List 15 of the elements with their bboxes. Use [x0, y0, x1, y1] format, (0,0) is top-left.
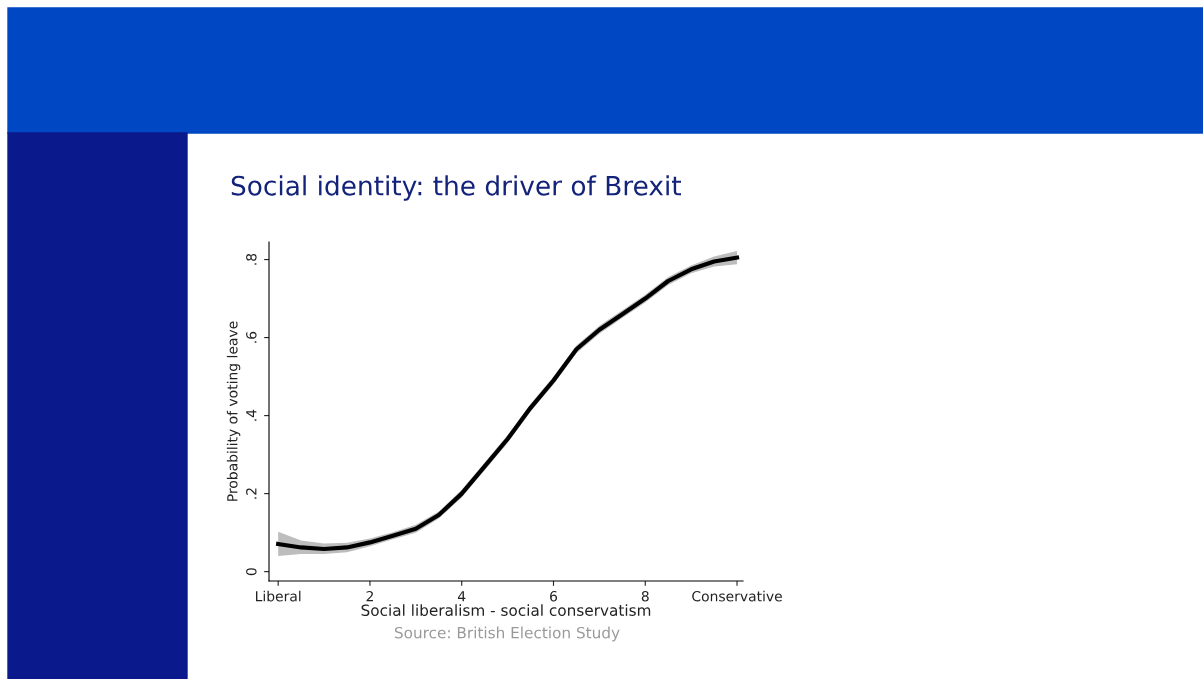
x-tick-label: 4: [457, 591, 466, 602]
x-tick-label: 8: [641, 590, 649, 602]
y-axis-title: Probability of voting leave: [226, 321, 241, 501]
x-tick-label: 2: [366, 590, 373, 602]
x-tick-label: Liberal: [256, 590, 301, 602]
x-tick-label: 6: [550, 590, 558, 602]
y-tick-label: .8: [246, 253, 257, 265]
source-note: Source: British Election Study: [394, 626, 620, 642]
x-axis-title: Social liberalism - social conservatism: [361, 604, 651, 616]
y-tick-label: 0: [246, 568, 257, 576]
x-tick-label: Conservative: [692, 590, 782, 602]
y-tick-label: .4: [246, 409, 257, 421]
y-tick-label: .2: [246, 488, 257, 499]
chart-title: Social identity: the driver of Brexit: [231, 175, 682, 201]
y-tick-label: .6: [246, 331, 257, 343]
